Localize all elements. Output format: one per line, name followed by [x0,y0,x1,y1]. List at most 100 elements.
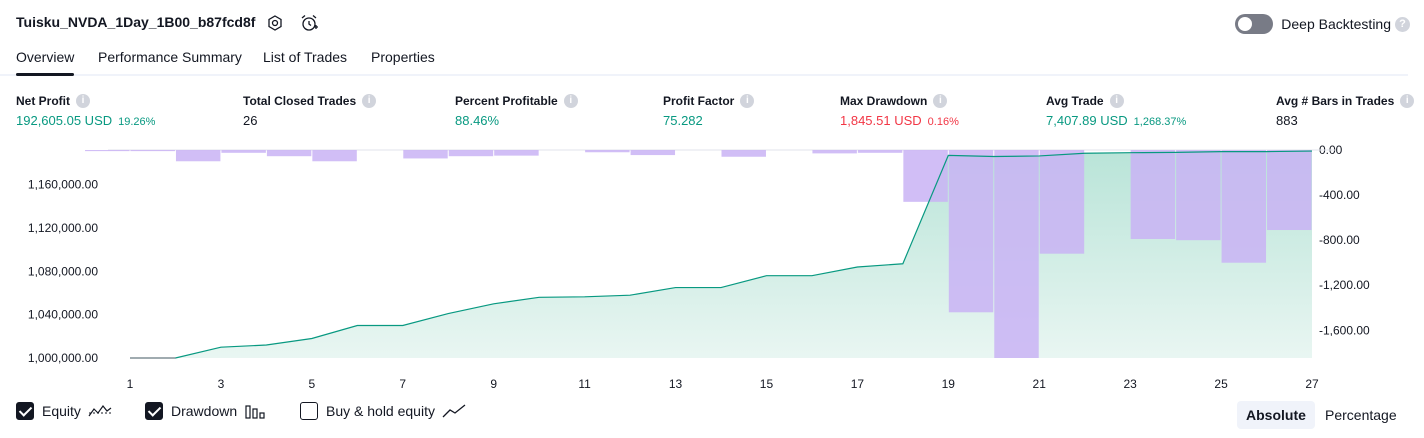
metric-max-drawdown: Max Drawdown i 1,845.51 USD 0.16% [840,94,959,128]
metric-value: 88.46% [455,113,500,128]
drawdown-bar [994,150,1039,358]
drawdown-bar [903,150,948,202]
equity-line-icon [88,405,112,417]
report-tabs: Overview Performance Summary List of Tra… [0,44,1408,76]
tab-overview[interactable]: Overview [16,49,75,76]
metric-percent: 0.16% [927,116,959,128]
y-axis-right-tick-label: -1,200.00 [1319,278,1370,292]
metric-total-closed-trades: Total Closed Trades i 26 [243,94,377,128]
info-icon[interactable]: i [362,94,377,108]
add-alert-icon[interactable] [299,13,319,33]
drawdown-bar [312,150,357,162]
deep-backtesting-toggle-group: Deep Backtesting ? [1235,14,1410,34]
x-axis-tick-label: 13 [669,377,683,391]
x-axis-tick-label: 11 [578,377,591,391]
x-axis-tick-label: 7 [399,377,406,391]
metric-label: Avg Trade [1046,94,1104,108]
metric-value: 26 [243,113,258,128]
metric-value: 75.282 [663,113,703,128]
x-axis-tick-label: 17 [851,377,865,391]
metric-percent: 19.26% [118,116,156,128]
metric-percent: 1,268.37% [1133,116,1187,128]
x-axis-tick-label: 23 [1123,377,1137,391]
metric-label: Avg # Bars in Trades [1276,94,1395,108]
settings-icon[interactable] [265,13,285,33]
x-axis-tick-label: 27 [1305,377,1319,391]
drawdown-legend-label: Drawdown [171,403,238,419]
drawdown-bar [494,150,539,156]
x-axis-tick-label: 3 [218,377,225,391]
drawdown-bar [1039,150,1085,254]
metric-value: 1,845.51 USD [840,113,922,128]
equity-checkbox[interactable] [16,402,34,420]
buy-hold-checkbox[interactable] [300,402,318,420]
strategy-header: Tuisku_NVDA_1Day_1B00_b87fcd8f Deep Back… [0,0,1424,46]
metric-label: Profit Factor [663,94,735,108]
y-axis-left-tick-label: 1,040,000.00 [28,308,98,322]
x-axis-tick-label: 5 [309,377,316,391]
drawdown-bar [1267,150,1312,231]
drawdown-bar [266,150,312,157]
drawdown-bar [130,150,175,152]
metric-label: Percent Profitable [455,94,558,108]
bar-chart-icon [245,405,265,419]
metric-label: Total Closed Trades [243,94,357,108]
deep-backtesting-toggle[interactable] [1235,14,1274,34]
y-axis-left-tick-label: 1,160,000.00 [28,178,98,192]
drawdown-bar [948,150,994,313]
y-axis-right-tick-label: -800.00 [1319,233,1360,247]
x-axis-tick-label: 21 [1033,377,1047,391]
absolute-button[interactable]: Absolute [1237,401,1315,429]
drawdown-bar [221,150,266,153]
metric-value: 883 [1276,113,1298,128]
x-axis-tick-label: 1 [127,377,134,391]
percentage-button[interactable]: Percentage [1325,407,1397,423]
drawdown-bar [721,150,766,157]
metric-net-profit: Net Profit i 192,605.05 USD 19.26% [16,94,155,128]
y-axis-right-tick-label: -1,600.00 [1319,323,1370,337]
deep-backtesting-label: Deep Backtesting [1281,16,1391,32]
drawdown-bar [1221,150,1267,263]
equity-drawdown-chart[interactable]: 1,000,000.00 1,040,000.00 1,080,000.00 1,12… [0,138,1424,398]
tab-performance-summary[interactable]: Performance Summary [98,49,242,65]
info-icon[interactable]: i [933,94,948,108]
metric-profit-factor: Profit Factor i 75.282 [663,94,755,128]
info-icon[interactable]: i [1109,94,1124,108]
drawdown-bar [1176,150,1221,241]
drawdown-bar [85,150,130,152]
metric-percent-profitable: Percent Profitable i 88.46% [455,94,578,128]
y-axis-left-tick-label: 1,000,000.00 [28,351,98,365]
drawdown-bar [1130,150,1176,240]
strategy-name: Tuisku_NVDA_1Day_1B00_b87fcd8f [16,14,256,30]
x-axis-tick-label: 15 [760,377,774,391]
info-icon[interactable]: i [76,94,90,108]
metric-label: Net Profit [16,94,70,108]
x-axis-tick-label: 25 [1214,377,1228,391]
metric-value: 7,407.89 USD [1046,113,1128,128]
legend-drawdown[interactable]: Drawdown [145,402,268,420]
y-axis-left-tick-label: 1,120,000.00 [28,221,98,235]
drawdown-bar [857,150,903,153]
drawdown-bar [403,150,448,159]
info-icon[interactable]: i [1400,94,1415,108]
trend-line-icon [442,404,466,418]
drawdown-bar [448,150,494,157]
drawdown-bar [630,150,676,156]
metric-avg-trade: Avg Trade i 7,407.89 USD 1,268.37% [1046,94,1186,128]
info-icon[interactable]: i [563,94,578,108]
buy-hold-legend-label: Buy & hold equity [326,403,435,419]
metric-label: Max Drawdown [840,94,928,108]
drawdown-bar [175,150,221,162]
info-icon[interactable]: i [740,94,755,108]
drawdown-checkbox[interactable] [145,402,163,420]
tab-properties[interactable]: Properties [371,49,435,65]
legend-buy-hold[interactable]: Buy & hold equity [300,402,466,420]
metric-value: 192,605.05 USD [16,113,113,128]
y-axis-right-tick-label: -400.00 [1319,188,1360,202]
tab-list-of-trades[interactable]: List of Trades [263,49,348,65]
x-axis-tick-label: 9 [490,377,497,391]
legend-equity[interactable]: Equity [16,402,112,420]
x-axis-tick-label: 19 [942,377,956,391]
drawdown-bar [585,150,630,153]
help-icon[interactable]: ? [1395,16,1410,32]
